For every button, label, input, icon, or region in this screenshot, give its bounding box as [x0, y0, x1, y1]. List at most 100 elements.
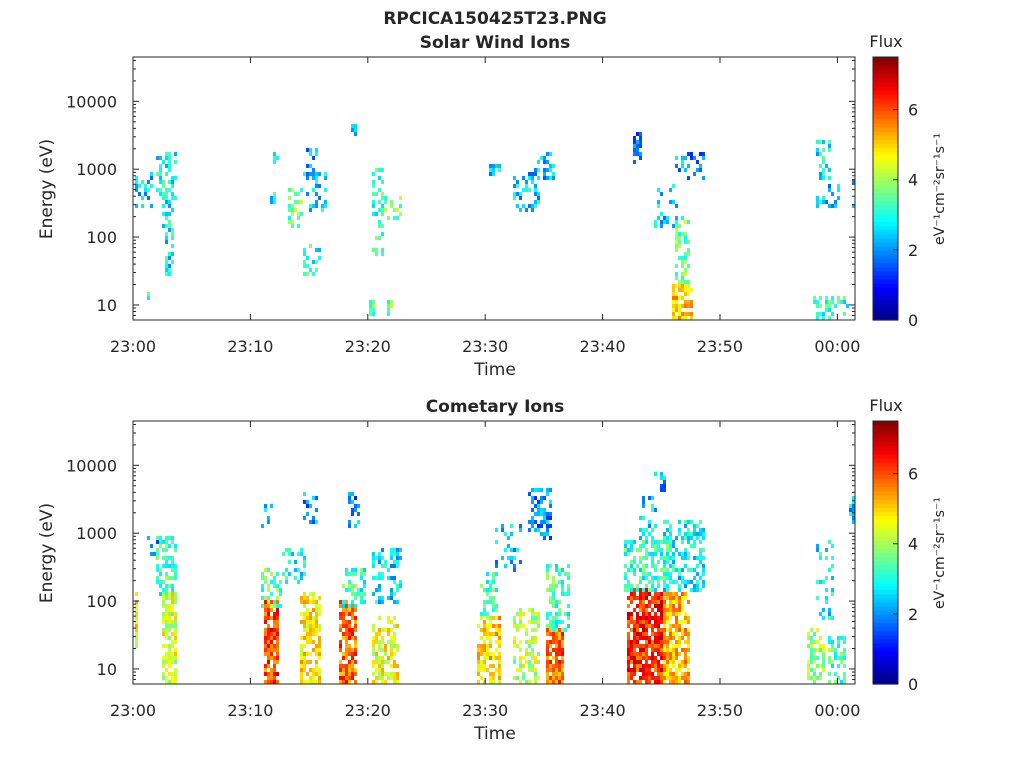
heatmap-cell [354, 668, 357, 672]
heatmap-cell [315, 624, 318, 628]
heatmap-cell [702, 584, 705, 588]
heatmap-cell [348, 672, 351, 676]
colorbar-segment [873, 597, 898, 603]
heatmap-cell [675, 264, 678, 268]
heatmap-cell [171, 540, 174, 544]
heatmap-cell [552, 648, 555, 652]
heatmap-cell [678, 224, 681, 228]
heatmap-cell [339, 672, 342, 676]
heatmap-cell [561, 668, 564, 672]
heatmap-cell [534, 488, 537, 492]
heatmap-cell [699, 576, 702, 580]
heatmap-cell [810, 652, 813, 656]
heatmap-cell [666, 576, 669, 580]
heatmap-cell [315, 508, 318, 512]
heatmap-cell [483, 620, 486, 624]
heatmap-cell [315, 644, 318, 648]
heatmap-cell [702, 532, 705, 536]
heatmap-cell [339, 668, 342, 672]
heatmap-cell [660, 632, 663, 636]
heatmap-cell [390, 300, 393, 304]
heatmap-cell [309, 680, 312, 684]
heatmap-cell [273, 620, 276, 624]
heatmap-cell [678, 316, 681, 320]
heatmap-cell [492, 596, 495, 600]
colorbar-segment [873, 151, 898, 157]
heatmap-cell [477, 656, 480, 660]
heatmap-cell [501, 556, 504, 560]
y-tick-label: 10 [97, 296, 117, 315]
heatmap-cell [648, 680, 651, 684]
heatmap-cell [378, 660, 381, 664]
colorbar-segment [873, 77, 898, 83]
heatmap-cell [642, 568, 645, 572]
heatmap-cell [375, 556, 378, 560]
heatmap-cell [648, 588, 651, 592]
heatmap-cell [393, 680, 396, 684]
heatmap-cell [342, 652, 345, 656]
heatmap-cell [693, 532, 696, 536]
heatmap-cell [636, 660, 639, 664]
colorbar-segment [873, 102, 898, 107]
heatmap-cell [531, 180, 534, 184]
heatmap-cell [675, 640, 678, 644]
heatmap-cell [630, 560, 633, 564]
heatmap-cell [492, 680, 495, 684]
colorbar-segment [873, 73, 898, 79]
heatmap-cell [549, 628, 552, 632]
heatmap-cell [555, 612, 558, 616]
heatmap-cell [636, 628, 639, 632]
heatmap-cell [156, 564, 159, 568]
heatmap-cell [666, 572, 669, 576]
heatmap-cell [393, 560, 396, 564]
heatmap-cell [351, 648, 354, 652]
heatmap-cell [300, 188, 303, 192]
heatmap-cell [669, 632, 672, 636]
heatmap-cell [678, 168, 681, 172]
heatmap-cell [678, 676, 681, 680]
heatmap-cell [687, 552, 690, 556]
heatmap-cell [393, 576, 396, 580]
heatmap-cell [630, 612, 633, 616]
heatmap-cell [312, 620, 315, 624]
y-tick-label: 10000 [66, 92, 117, 111]
heatmap-cell [489, 588, 492, 592]
heatmap-cell [633, 644, 636, 648]
heatmap-cell [162, 664, 165, 668]
heatmap-cell [816, 316, 819, 320]
heatmap-cell [564, 572, 567, 576]
heatmap-cell [807, 644, 810, 648]
heatmap-cell [264, 604, 267, 608]
heatmap-cell [555, 624, 558, 628]
heatmap-cell [669, 188, 672, 192]
heatmap-cell [546, 512, 549, 516]
heatmap-cell [684, 648, 687, 652]
heatmap-cell [678, 596, 681, 600]
heatmap-cell [636, 588, 639, 592]
heatmap-cell [390, 200, 393, 204]
heatmap-cell [558, 580, 561, 584]
heatmap-cell [681, 632, 684, 636]
heatmap-cell [627, 612, 630, 616]
heatmap-cell [675, 652, 678, 656]
heatmap-cell [351, 652, 354, 656]
heatmap-cell [276, 572, 279, 576]
heatmap-cell [534, 528, 537, 532]
heatmap-cell [321, 208, 324, 212]
heatmap-cell [663, 656, 666, 660]
heatmap-cell [561, 588, 564, 592]
heatmap-cell [699, 540, 702, 544]
heatmap-cell [288, 560, 291, 564]
heatmap-cell [537, 652, 540, 656]
heatmap-cell [831, 296, 834, 300]
heatmap-cell [546, 168, 549, 172]
heatmap-cell [627, 672, 630, 676]
heatmap-cell [642, 588, 645, 592]
heatmap-cell [378, 668, 381, 672]
heatmap-cell [534, 612, 537, 616]
heatmap-cell [375, 588, 378, 592]
heatmap-cell [516, 204, 519, 208]
heatmap-cell [171, 252, 174, 256]
heatmap-cell [264, 612, 267, 616]
heatmap-cell [165, 660, 168, 664]
